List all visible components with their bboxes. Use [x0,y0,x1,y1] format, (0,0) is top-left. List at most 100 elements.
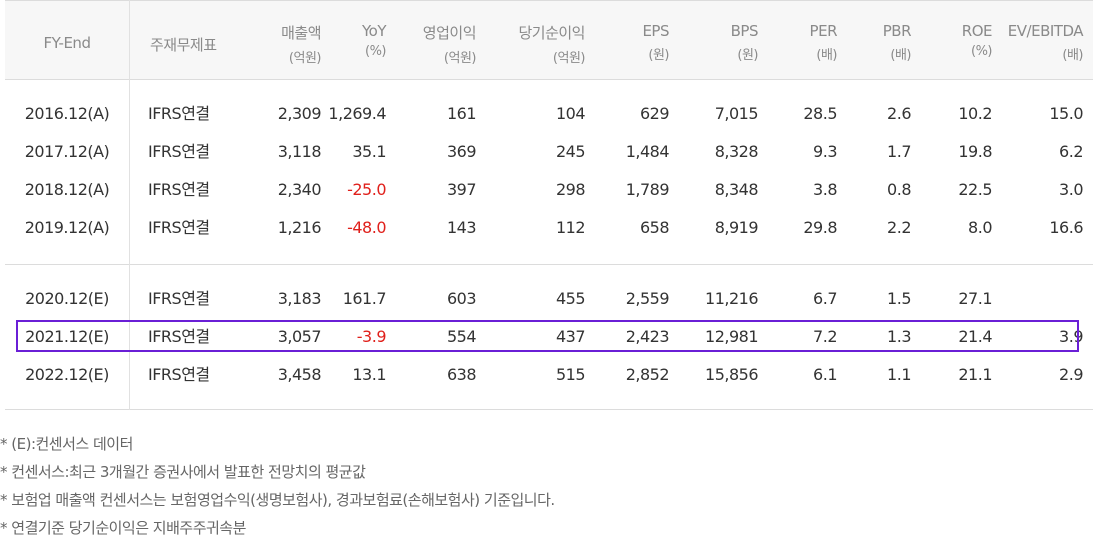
cell-pbr: 2.6 [887,104,911,123]
table-row: 2020.12(E) IFRS연결 3,183 161.7 603 455 2,559 11,… [5,281,1093,317]
header-ev-ebitda: EV/EBITDA (배) [1007,22,1084,63]
cell-ev-ebitda: 3.0 [1059,180,1083,199]
cell-operating-profit: 397 [446,180,477,199]
cell-yoy: -48.0 [347,218,386,237]
cell-fy-end: 2016.12(A) [24,104,110,123]
header-fy-end: FY-End [43,34,91,52]
cell-statement: IFRS연결 [148,218,210,237]
cell-statement: IFRS연결 [148,142,210,161]
table-top-border [5,0,1093,1]
cell-pbr: 2.2 [887,218,911,237]
cell-statement: IFRS연결 [148,104,210,123]
cell-net-income: 437 [555,327,586,346]
table-row: 2021.12(E) IFRS연결 3,057 -3.9 554 437 2,423 12,9… [5,319,1093,355]
table-header-background [5,0,1093,79]
table-row: 2022.12(E) IFRS연결 3,458 13.1 638 515 2,852 15,8… [5,357,1093,393]
cell-eps: 2,852 [625,365,670,384]
header-divider [5,79,1093,80]
cell-bps: 15,856 [705,365,758,384]
footnote: * (E):컨센서스 데이터 [0,435,133,453]
table-row: 2016.12(A) IFRS연결 2,309 1,269.4 161 104 629 7,0… [5,96,1093,132]
cell-yoy: 161.7 [342,289,387,308]
header-operating-profit: 영업이익 (억원) [422,24,477,66]
header-roe: ROE (%) [961,22,993,59]
cell-eps: 629 [639,104,670,123]
cell-pbr: 0.8 [887,180,911,199]
header-eps: EPS (원) [642,22,669,63]
footnotes: * (E):컨센서스 데이터 * 컨센서스:최근 3개월간 증권사에서 발표한 … [0,430,1090,542]
cell-roe: 19.8 [958,142,992,161]
cell-bps: 11,216 [705,289,758,308]
header-pbr: PBR (배) [882,22,912,63]
cell-per: 6.7 [813,289,837,308]
table-row: 2017.12(A) IFRS연결 3,118 35.1 369 245 1,484 8,32… [5,134,1093,170]
cell-ev-ebitda: 2.9 [1059,365,1083,384]
cell-roe: 22.5 [958,180,992,199]
cell-pbr: 1.1 [887,365,911,384]
cell-per: 9.3 [813,142,837,161]
cell-bps: 7,015 [714,104,759,123]
cell-pbr: 1.3 [887,327,911,346]
cell-fy-end: 2022.12(E) [25,365,109,384]
cell-fy-end: 2018.12(A) [24,180,110,199]
cell-yoy: 1,269.4 [328,104,386,123]
header-yoy: YoY (%) [361,22,387,59]
cell-bps: 8,348 [714,180,759,199]
cell-sales: 3,183 [277,289,322,308]
highlighted-row-box [16,320,1079,352]
cell-per: 7.2 [813,327,837,346]
cell-net-income: 112 [555,218,586,237]
header-sales: 매출액 (억원) [281,24,321,66]
footnote: * 연결기준 당기순이익은 지배주주귀속분 [0,519,246,537]
cell-statement: IFRS연결 [148,289,210,308]
cell-sales: 1,216 [277,218,322,237]
cell-fy-end: 2021.12(E) [25,327,109,346]
footnote: * 보험업 매출액 컨센서스는 보험영업수익(생명보험사), 경과보험료(손해보… [0,491,555,509]
cell-yoy: 13.1 [352,365,386,384]
column-divider [129,0,130,410]
cell-fy-end: 2019.12(A) [24,218,110,237]
cell-net-income: 104 [555,104,586,123]
cell-bps: 8,919 [714,218,759,237]
cell-ev-ebitda: 6.2 [1059,142,1083,161]
cell-operating-profit: 554 [446,327,477,346]
cell-ev-ebitda: 16.6 [1049,218,1083,237]
table-bottom-border [5,409,1093,410]
cell-net-income: 515 [555,365,586,384]
cell-net-income: 298 [555,180,586,199]
cell-net-income: 455 [555,289,586,308]
cell-roe: 27.1 [958,289,992,308]
cell-bps: 12,981 [705,327,758,346]
actual-estimate-divider [5,264,1093,265]
header-statement: 주재무제표 [150,36,217,54]
cell-yoy: 35.1 [352,142,386,161]
cell-roe: 8.0 [968,218,992,237]
header-per: PER (배) [809,22,838,63]
financial-table: FY-End 주재무제표 매출액 (억원) YoY (%) 영업이익 (억원) 당기순… [5,0,1093,410]
cell-per: 6.1 [813,365,837,384]
cell-eps: 1,789 [625,180,670,199]
cell-yoy: -25.0 [347,180,386,199]
cell-net-income: 245 [555,142,586,161]
cell-eps: 2,423 [625,327,670,346]
cell-fy-end: 2017.12(A) [24,142,110,161]
cell-per: 29.8 [803,218,837,237]
table-row: 2019.12(A) IFRS연결 1,216 -48.0 143 112 658 8,919… [5,210,1093,246]
cell-roe: 10.2 [958,104,992,123]
cell-sales: 2,340 [277,180,322,199]
cell-roe: 21.4 [958,327,992,346]
header-bps: BPS (원) [730,22,759,63]
cell-per: 28.5 [803,104,837,123]
cell-fy-end: 2020.12(E) [25,289,109,308]
cell-operating-profit: 603 [446,289,477,308]
footnote: * 컨센서스:최근 3개월간 증권사에서 발표한 전망치의 평균값 [0,463,366,481]
cell-statement: IFRS연결 [148,327,210,346]
cell-ev-ebitda: 15.0 [1049,104,1083,123]
cell-sales: 3,458 [277,365,322,384]
header-net-income: 당기순이익 (억원) [518,24,585,66]
cell-operating-profit: 369 [446,142,477,161]
cell-per: 3.8 [813,180,837,199]
cell-sales: 2,309 [277,104,322,123]
table-row: 2018.12(A) IFRS연결 2,340 -25.0 397 298 1,789 8,3… [5,172,1093,208]
cell-pbr: 1.5 [887,289,911,308]
